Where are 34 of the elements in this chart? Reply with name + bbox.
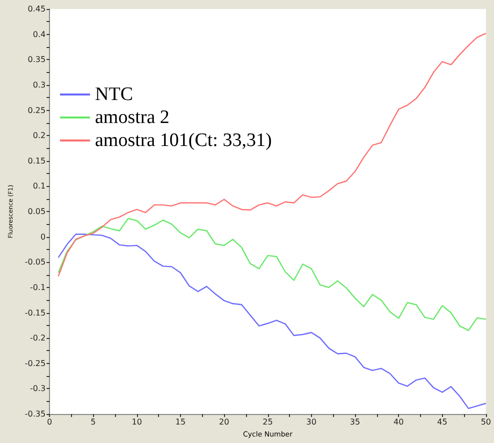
y-tick-label: 0.4 — [32, 30, 46, 39]
y-tick-label: -0.1 — [30, 282, 46, 292]
y-tick-label: -0.3 — [30, 384, 46, 394]
x-tick-label: 10 — [132, 418, 142, 426]
y-tick-label: 0 — [40, 232, 46, 242]
line-series — [58, 218, 487, 332]
x-tick-label: 25 — [262, 418, 273, 426]
y-tick-label: -0.05 — [24, 258, 46, 267]
y-tick-label: 0.05 — [28, 207, 46, 216]
y-tick-label: -0.35 — [24, 410, 46, 418]
y-tick-label: -0.15 — [24, 308, 46, 318]
x-tick-label: 45 — [437, 418, 448, 426]
legend-label: NTC — [95, 84, 133, 105]
y-tick-label: 0.3 — [32, 80, 46, 90]
y-tick-label: -0.2 — [30, 334, 46, 343]
y-tick-label: 0.45 — [28, 4, 46, 14]
y-tick-label: 0.35 — [28, 55, 46, 64]
y-tick-label: 0.1 — [32, 182, 46, 191]
x-tick-label: 15 — [175, 418, 186, 426]
legend-label: amostra 2 — [95, 107, 170, 128]
x-tick-label: 5 — [90, 418, 96, 426]
x-tick-label: 50 — [480, 418, 492, 426]
y-tick-label: -0.25 — [24, 358, 46, 368]
line-series — [58, 32, 487, 277]
x-tick-label: 40 — [394, 418, 404, 426]
y-tick-label: 0.25 — [28, 106, 46, 115]
x-tick-label: 20 — [219, 418, 230, 426]
x-tick-label: 0 — [47, 418, 52, 426]
x-tick-label: 35 — [350, 418, 360, 426]
y-tick-label: 0.15 — [28, 156, 46, 166]
x-tick-label: 30 — [306, 418, 316, 426]
legend-label: amostra 101(Ct: 33,31) — [95, 130, 272, 151]
y-tick-label: 0.2 — [32, 131, 46, 140]
line-series — [58, 234, 487, 410]
